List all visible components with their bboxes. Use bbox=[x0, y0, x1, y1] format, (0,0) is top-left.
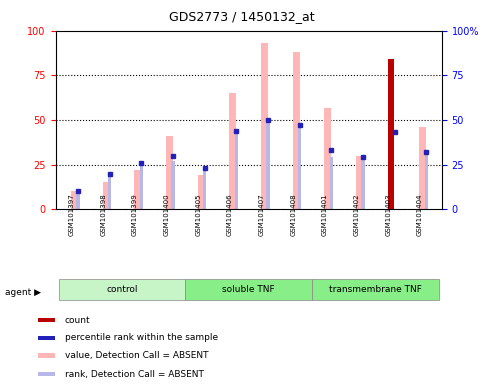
Text: GSM101397: GSM101397 bbox=[69, 194, 74, 236]
Text: GSM101403: GSM101403 bbox=[385, 194, 391, 236]
Bar bbox=[134, 170, 142, 209]
Bar bbox=[198, 175, 205, 209]
Bar bbox=[203, 170, 206, 209]
Text: rank, Detection Call = ABSENT: rank, Detection Call = ABSENT bbox=[65, 369, 203, 379]
Bar bbox=[356, 156, 363, 209]
Bar bbox=[185, 279, 312, 300]
Bar bbox=[229, 93, 236, 209]
Bar bbox=[59, 279, 185, 300]
Text: GSM101401: GSM101401 bbox=[322, 194, 328, 236]
Bar bbox=[425, 151, 428, 209]
Bar bbox=[330, 157, 333, 209]
Bar bbox=[298, 125, 301, 209]
Bar bbox=[235, 131, 238, 209]
Bar bbox=[38, 336, 55, 340]
Bar bbox=[293, 52, 300, 209]
Bar bbox=[419, 127, 426, 209]
Bar bbox=[38, 372, 55, 376]
Text: percentile rank within the sample: percentile rank within the sample bbox=[65, 333, 218, 343]
Bar bbox=[171, 161, 175, 209]
Text: GDS2773 / 1450132_at: GDS2773 / 1450132_at bbox=[169, 10, 314, 23]
Text: GSM101405: GSM101405 bbox=[195, 194, 201, 236]
Text: GSM101402: GSM101402 bbox=[354, 194, 360, 236]
Bar bbox=[361, 159, 365, 209]
Bar bbox=[140, 165, 143, 209]
Text: soluble TNF: soluble TNF bbox=[223, 285, 275, 293]
Text: agent ▶: agent ▶ bbox=[5, 288, 41, 298]
Text: value, Detection Call = ABSENT: value, Detection Call = ABSENT bbox=[65, 351, 208, 360]
Bar bbox=[103, 182, 110, 209]
Bar bbox=[166, 136, 173, 209]
Text: count: count bbox=[65, 316, 90, 325]
Bar bbox=[325, 108, 331, 209]
Bar bbox=[261, 43, 268, 209]
Text: GSM101400: GSM101400 bbox=[164, 194, 170, 236]
Bar bbox=[38, 353, 55, 358]
Text: GSM101408: GSM101408 bbox=[290, 194, 296, 236]
Text: GSM101399: GSM101399 bbox=[132, 194, 138, 236]
Text: transmembrane TNF: transmembrane TNF bbox=[329, 285, 422, 293]
Text: GSM101406: GSM101406 bbox=[227, 194, 233, 236]
Bar bbox=[312, 279, 439, 300]
Bar bbox=[38, 318, 55, 323]
Bar bbox=[71, 192, 78, 209]
Text: control: control bbox=[106, 285, 138, 293]
Bar bbox=[267, 118, 270, 209]
Bar bbox=[108, 175, 111, 209]
Text: GSM101404: GSM101404 bbox=[417, 194, 423, 236]
Text: GSM101398: GSM101398 bbox=[100, 194, 106, 236]
Text: GSM101407: GSM101407 bbox=[258, 194, 265, 236]
Bar bbox=[76, 190, 80, 209]
Bar bbox=[388, 59, 394, 209]
